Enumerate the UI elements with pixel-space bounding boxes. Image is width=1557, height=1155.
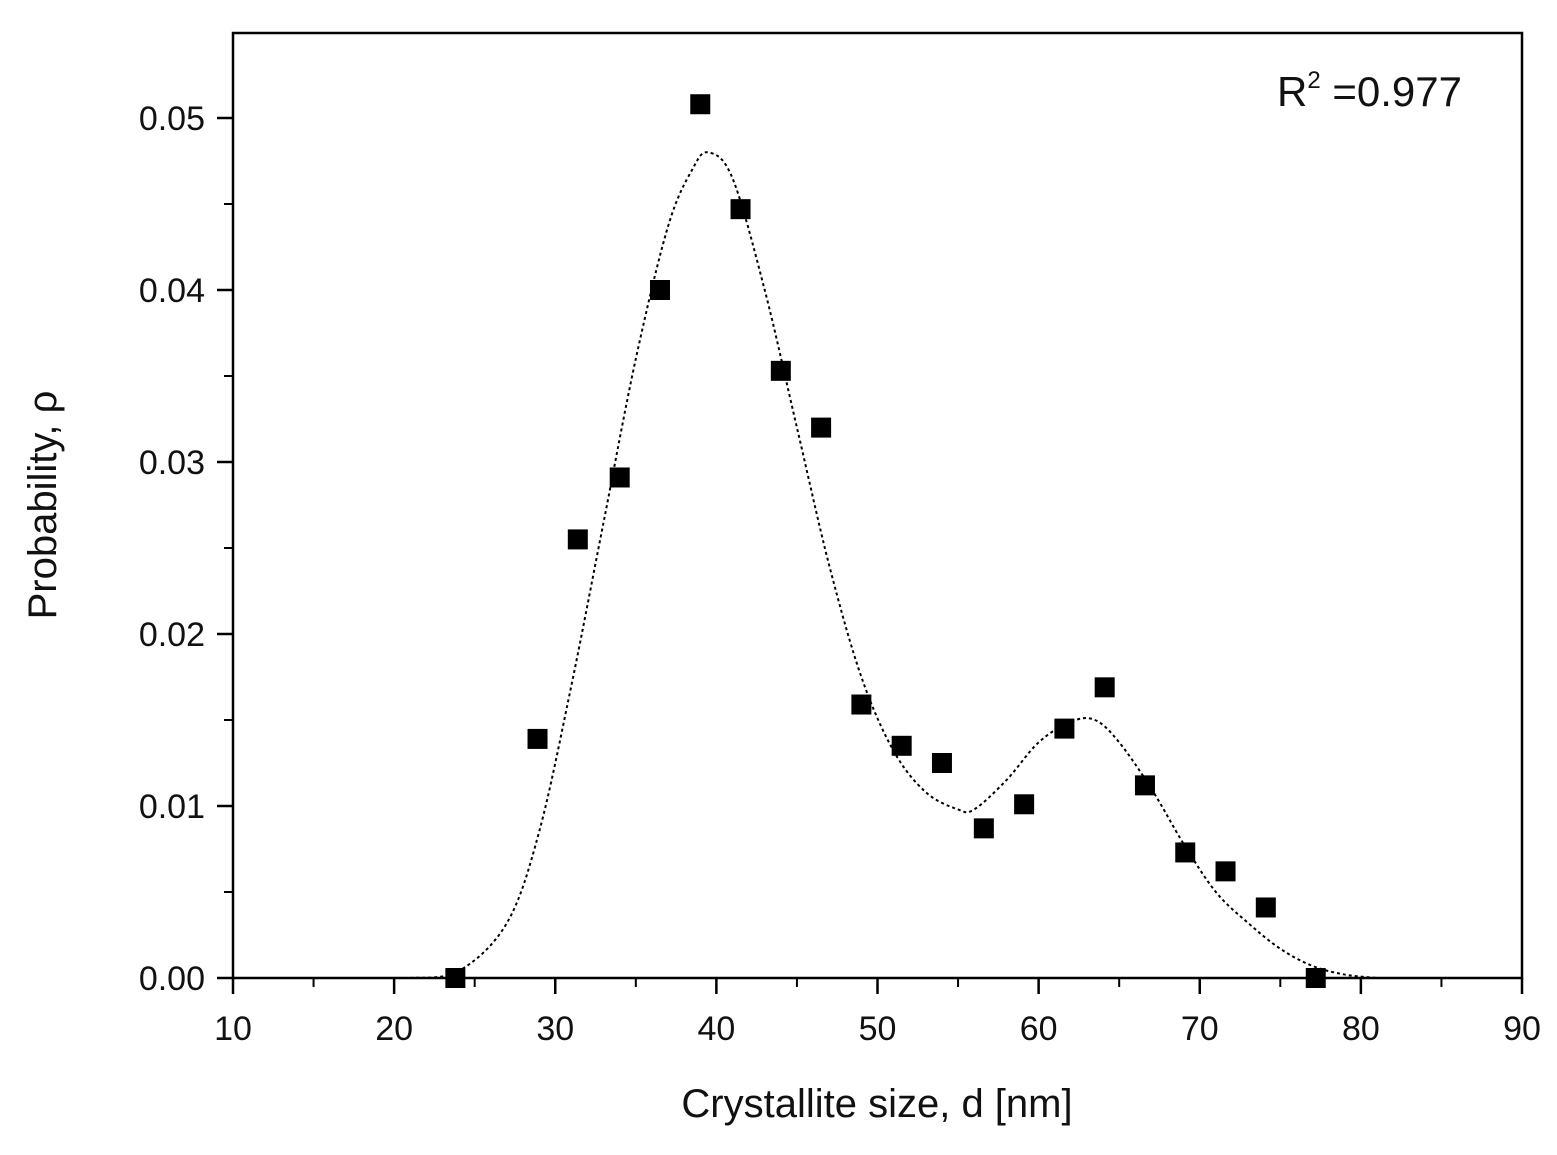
- data-point: [609, 467, 630, 488]
- r-squared-base: R: [1277, 68, 1307, 115]
- x-tick-label: 10: [214, 1010, 252, 1048]
- data-point: [1014, 794, 1035, 815]
- data-point: [690, 94, 711, 115]
- x-tick-label: 90: [1503, 1010, 1541, 1048]
- data-point: [1094, 677, 1115, 698]
- x-tick-label: 20: [375, 1010, 413, 1048]
- y-tick-label: 0.01: [139, 788, 205, 826]
- x-tick-label: 40: [697, 1010, 735, 1048]
- y-axis-ticks: 0.00 0.01 0.02 0.03 0.04 0.05: [139, 100, 233, 998]
- x-tick-label: 30: [536, 1010, 574, 1048]
- y-axis-title: Probability, ρ: [21, 391, 65, 620]
- x-tick-label: 80: [1342, 1010, 1380, 1048]
- data-point: [527, 728, 548, 749]
- x-axis-ticks: 10 20 30 40 50 60 70 80 90: [214, 978, 1541, 1048]
- data-point: [811, 417, 832, 438]
- fit-curve: [410, 151, 1378, 979]
- data-point: [567, 529, 588, 550]
- data-point: [1054, 718, 1075, 739]
- data-point: [1305, 968, 1326, 988]
- data-point: [1175, 842, 1196, 863]
- y-tick-label: 0.00: [139, 960, 205, 998]
- data-points-layer: [445, 94, 1326, 988]
- data-point: [730, 199, 751, 220]
- x-tick-label: 70: [1181, 1010, 1219, 1048]
- y-tick-label: 0.04: [139, 272, 205, 310]
- r-squared-annotation: R2 =0.977: [1277, 67, 1462, 115]
- x-axis-title: Crystallite size, d [nm]: [681, 1082, 1072, 1126]
- y-tick-label: 0.02: [139, 616, 205, 654]
- y-tick-label: 0.03: [139, 444, 205, 482]
- data-point: [649, 280, 670, 300]
- x-tick-label: 50: [859, 1010, 897, 1048]
- r-squared-value: =0.977: [1321, 68, 1462, 115]
- data-point: [891, 735, 912, 756]
- data-point: [1215, 861, 1236, 882]
- r-squared-superscript: 2: [1307, 67, 1320, 94]
- data-point: [445, 968, 466, 988]
- x-tick-label: 60: [1020, 1010, 1058, 1048]
- data-point: [973, 818, 994, 839]
- data-point: [1255, 897, 1276, 918]
- data-point: [851, 694, 872, 715]
- data-point: [1134, 775, 1155, 796]
- data-point: [931, 753, 952, 773]
- data-point: [770, 360, 791, 381]
- fit-curve-layer: [410, 151, 1378, 979]
- y-tick-label: 0.05: [139, 100, 205, 138]
- plot-frame: [231, 31, 1524, 980]
